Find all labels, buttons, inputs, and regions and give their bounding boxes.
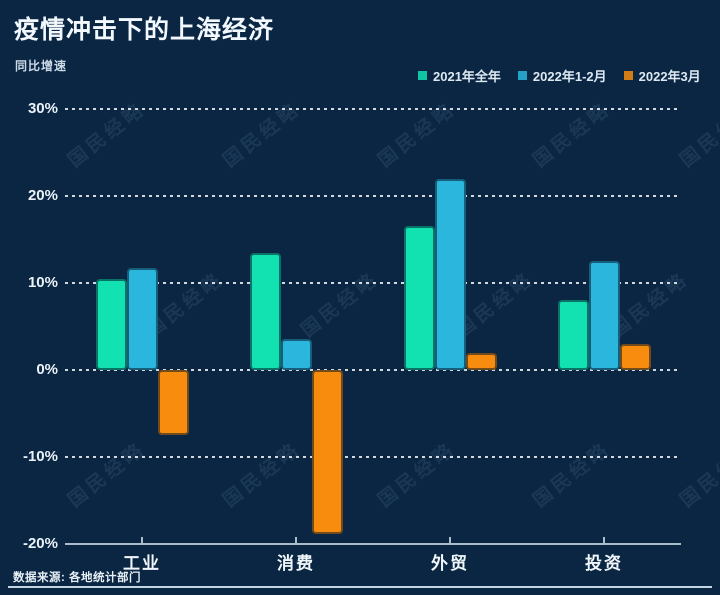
legend: 2021年全年 2022年1-2月 2022年3月: [418, 66, 701, 85]
gridline: [65, 282, 681, 284]
y-axis-label: 20%: [27, 187, 58, 204]
y-axis-label: 30%: [27, 100, 58, 117]
axis-tick: [603, 537, 605, 544]
gridline: [65, 195, 681, 197]
axis-tick: [295, 537, 297, 544]
legend-item: 2021年全年: [418, 66, 501, 85]
x-axis-line: [65, 543, 681, 545]
watermark: 国民经略: [529, 98, 615, 172]
legend-label: 2022年1-2月: [532, 69, 607, 84]
bar-1-4: [557, 300, 589, 370]
gridline: [65, 369, 681, 371]
x-axis-label: 外贸: [431, 554, 469, 573]
watermark: 国民经略: [374, 98, 460, 172]
x-axis-label: 工业: [123, 554, 161, 573]
watermark: 国民经略: [219, 438, 305, 512]
gridline: [65, 456, 681, 458]
bar-1-3: [403, 226, 435, 370]
legend-item: 2022年3月: [623, 66, 701, 85]
bar-3-1: [157, 370, 189, 436]
x-axis-label: 消费: [277, 554, 315, 573]
watermark: 国民经略: [64, 98, 150, 172]
y-axis-label: 0%: [36, 361, 58, 378]
bar-3-4: [619, 343, 651, 370]
bar-2-2: [280, 338, 312, 370]
data-source-note: 数据来源: 各地统计部门: [13, 572, 142, 584]
y-axis-unit-label: 同比增速: [15, 59, 68, 73]
watermark: 国民经略: [219, 98, 305, 172]
bar-2-4: [588, 261, 620, 370]
legend-label: 2021年全年: [433, 69, 501, 84]
footer-divider: [8, 586, 712, 588]
bar-2-3: [434, 178, 466, 370]
y-axis-label: -20%: [22, 535, 58, 552]
legend-label: 2022年3月: [638, 69, 701, 84]
watermark: 国民经略: [297, 268, 383, 342]
legend-swatch-icon: [418, 71, 427, 80]
watermark: 国民经略: [374, 438, 460, 512]
bar-1-1: [95, 278, 127, 370]
watermark: 国民经略: [676, 438, 720, 512]
y-axis-label: -10%: [22, 448, 58, 465]
legend-swatch-icon: [517, 71, 527, 80]
bar-3-3: [465, 352, 497, 370]
bar-1-2: [249, 252, 281, 370]
watermark: 国民经略: [529, 438, 615, 512]
legend-item: 2022年1-2月: [517, 66, 607, 85]
y-axis-label: 10%: [27, 274, 58, 291]
bar-2-1: [126, 268, 158, 370]
bar-3-2: [311, 370, 343, 535]
page-title: 疫情冲击下的上海经济: [14, 16, 275, 44]
watermark: 国民经略: [676, 98, 720, 172]
axis-tick: [449, 537, 451, 544]
watermark: 国民经略: [64, 438, 150, 512]
axis-tick: [141, 537, 143, 544]
x-axis-label: 投资: [585, 554, 623, 573]
legend-swatch-icon: [623, 71, 633, 80]
gridline: [65, 108, 681, 110]
